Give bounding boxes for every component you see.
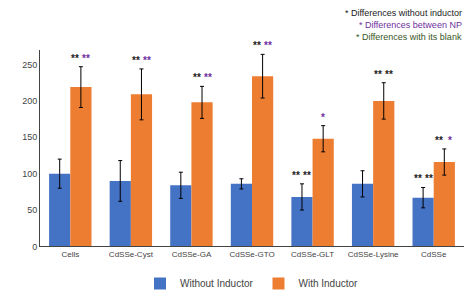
svg-text:CdSSe-GTO: CdSSe-GTO xyxy=(229,250,274,259)
svg-text:**: ** xyxy=(132,55,140,66)
svg-text:Cells: Cells xyxy=(61,250,79,259)
svg-text:* Differences between NP: * Differences between NP xyxy=(359,20,462,30)
svg-text:**: ** xyxy=(414,173,422,184)
svg-text:With Inductor: With Inductor xyxy=(298,278,358,289)
svg-text:50: 50 xyxy=(27,205,37,215)
svg-text:CdSSe-GLT: CdSSe-GLT xyxy=(291,250,334,259)
svg-text:**: ** xyxy=(143,55,151,66)
svg-text:CdSSe: CdSSe xyxy=(421,250,447,259)
svg-text:**: ** xyxy=(253,40,261,51)
svg-text:CdSSe-GA: CdSSe-GA xyxy=(172,250,212,259)
svg-text:**: ** xyxy=(374,69,382,80)
svg-text:100: 100 xyxy=(22,169,37,179)
svg-text:**: ** xyxy=(292,170,300,181)
svg-text:0: 0 xyxy=(32,242,37,252)
svg-text:* Differences without inductor: * Differences without inductor xyxy=(345,8,462,18)
svg-text:200: 200 xyxy=(22,96,37,106)
svg-text:**: ** xyxy=(264,40,272,51)
svg-text:Without Inductor: Without Inductor xyxy=(180,278,253,289)
svg-text:**: ** xyxy=(193,72,201,83)
svg-text:**: ** xyxy=(71,53,79,64)
svg-text:**: ** xyxy=(204,72,212,83)
svg-text:CdSSe-Cyst: CdSSe-Cyst xyxy=(109,250,154,259)
svg-text:**: ** xyxy=(435,135,443,146)
svg-text:**: ** xyxy=(303,170,311,181)
svg-text:* Differences with its blank: * Differences with its blank xyxy=(356,32,462,42)
svg-text:CdSSe-Lysine: CdSSe-Lysine xyxy=(348,250,399,259)
svg-text:**: ** xyxy=(425,173,433,184)
svg-text:*: * xyxy=(321,112,325,123)
svg-text:**: ** xyxy=(82,53,90,64)
svg-text:**: ** xyxy=(385,69,393,80)
svg-text:150: 150 xyxy=(22,132,37,142)
svg-text:250: 250 xyxy=(22,60,37,70)
svg-text:*: * xyxy=(448,135,452,146)
